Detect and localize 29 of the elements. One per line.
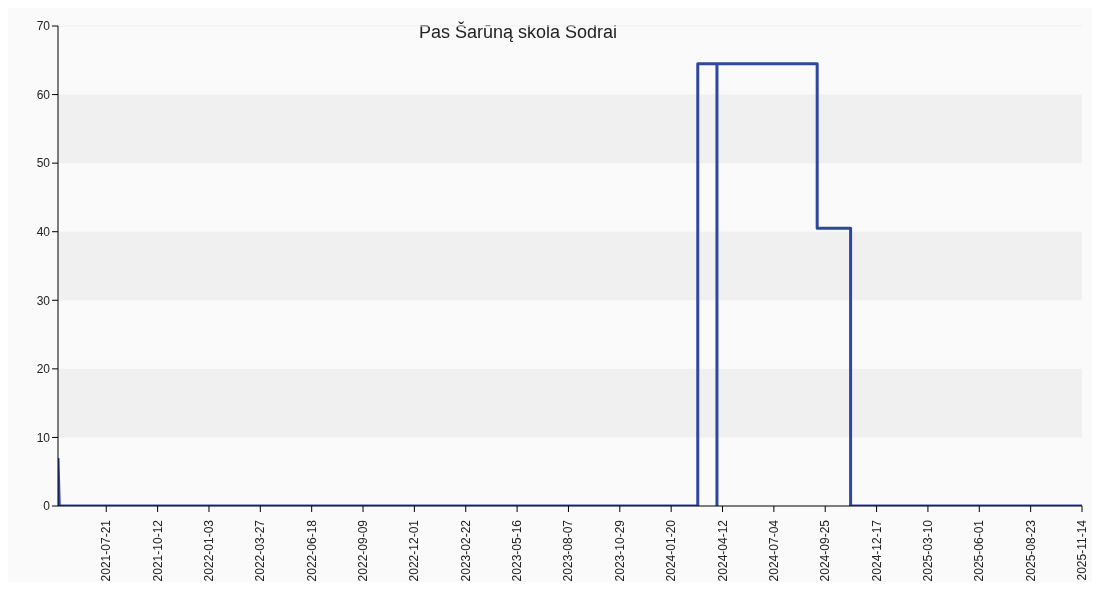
chart-title: Pas Šarūną skola Sodrai bbox=[418, 21, 618, 42]
x-tick-label: 2024-09-25 bbox=[818, 519, 833, 582]
y-tick-label: 30 bbox=[36, 293, 51, 308]
y-tick-label: 10 bbox=[36, 430, 51, 445]
y-tick-label: 60 bbox=[36, 87, 51, 102]
x-tick-label: 2022-03-27 bbox=[253, 519, 268, 582]
x-tick-label: 2021-07-21 bbox=[99, 519, 114, 582]
x-tick-label: 2022-09-09 bbox=[356, 519, 371, 582]
x-tick-label: 2022-06-18 bbox=[304, 519, 319, 582]
y-tick-label: 50 bbox=[36, 156, 51, 171]
x-tick-label: 2023-02-22 bbox=[458, 519, 473, 582]
x-tick-label: 2023-10-29 bbox=[612, 519, 627, 582]
x-tick-label: 2025-03-10 bbox=[920, 519, 935, 582]
y-tick-label: 20 bbox=[36, 362, 51, 377]
x-tick-label: 2024-07-04 bbox=[766, 519, 781, 582]
x-tick-label: 2022-12-01 bbox=[407, 519, 422, 582]
x-tick-label: 2023-05-16 bbox=[510, 519, 525, 582]
x-tick-label: 2023-08-07 bbox=[561, 519, 576, 582]
x-tick-label: 2024-04-12 bbox=[715, 519, 730, 582]
y-tick-label: 70 bbox=[36, 19, 51, 34]
x-tick-label: 2024-12-17 bbox=[869, 519, 884, 582]
x-tick-label: 2025-06-01 bbox=[972, 519, 987, 582]
y-tick-label: 0 bbox=[43, 499, 51, 514]
y-tick-label: 40 bbox=[36, 224, 51, 239]
x-tick-label: 2021-10-12 bbox=[150, 519, 165, 582]
x-tick-label: 2022-01-03 bbox=[201, 519, 216, 582]
x-tick-label: 2025-11-14 bbox=[1075, 519, 1089, 581]
x-tick-label: 2025-08-23 bbox=[1023, 519, 1038, 582]
x-tick-label: 2024-01-20 bbox=[664, 519, 679, 582]
